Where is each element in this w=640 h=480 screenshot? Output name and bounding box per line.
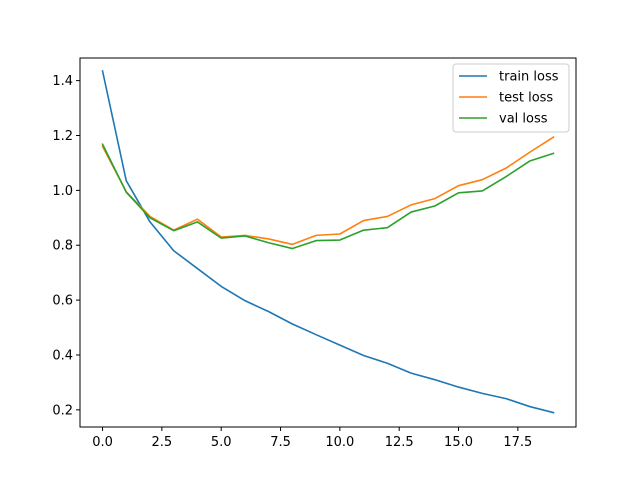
x-tick-label: 12.5	[385, 435, 414, 450]
y-tick-label: 0.6	[52, 294, 73, 309]
y-axis: 0.2 0.4 0.6 0.8 1.0 1.2 1.4	[52, 74, 80, 418]
x-tick-label: 17.5	[503, 435, 532, 450]
y-tick-label: 1.4	[52, 74, 73, 89]
series-line-val-loss	[101, 143, 555, 250]
x-tick-label: 7.5	[270, 435, 291, 450]
legend-label-val-loss: val loss	[499, 112, 548, 127]
x-tick-label: 5.0	[211, 435, 232, 450]
x-tick-label: 10.0	[325, 435, 354, 450]
x-tick-label: 2.5	[152, 435, 173, 450]
series-layer	[101, 70, 555, 414]
legend-box	[452, 63, 570, 133]
series-line-test-loss	[101, 136, 555, 246]
y-tick-label: 0.2	[52, 403, 73, 418]
x-axis: 0.0 2.5 5.0 7.5 10.0 12.5 15.0 17.5	[92, 427, 532, 450]
legend: train loss test loss val loss	[452, 63, 570, 133]
y-tick-label: 0.8	[52, 239, 73, 254]
axes-frame	[79, 57, 577, 428]
y-tick-label: 1.0	[52, 184, 73, 199]
legend-label-test-loss: test loss	[499, 91, 553, 106]
y-tick-label: 0.4	[52, 348, 73, 363]
y-tick-label: 1.2	[52, 129, 73, 144]
legend-label-train-loss: train loss	[499, 70, 559, 85]
legend-items: train loss test loss val loss	[459, 70, 559, 127]
plot-area	[79, 57, 577, 428]
series-line-train-loss	[101, 70, 555, 414]
x-tick-label: 0.0	[92, 435, 113, 450]
x-tick-label: 15.0	[444, 435, 473, 450]
